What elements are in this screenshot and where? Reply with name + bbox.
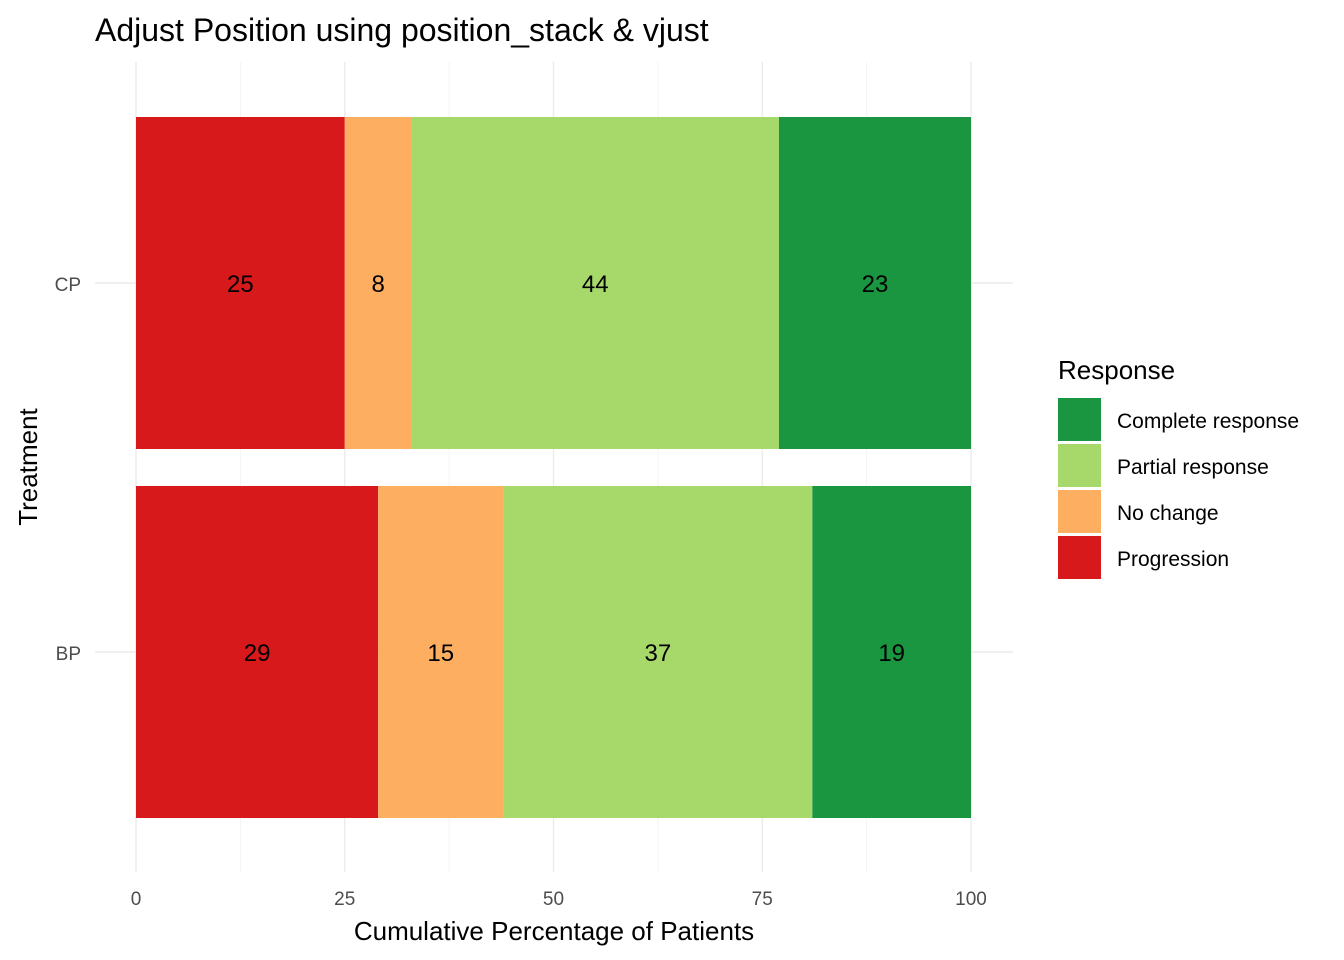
y-axis-title: Treatment (13, 407, 43, 525)
y-tick-label: CP (55, 275, 81, 296)
y-tick-label: BP (56, 644, 81, 665)
data-label: 15 (427, 640, 454, 667)
bar-segment-cp-no-change (344, 117, 412, 449)
data-label: 23 (862, 271, 889, 298)
bar-segment-bp-complete-response (812, 486, 971, 818)
data-label: 29 (244, 640, 271, 667)
x-tick-label: 0 (131, 889, 142, 910)
bar-segment-bp-no-change (378, 486, 504, 818)
legend-swatch (1058, 398, 1101, 441)
x-tick-label: 100 (955, 889, 987, 910)
legend-label: Partial response (1117, 456, 1269, 479)
bar-segment-cp-progression (136, 117, 345, 449)
bar-segment-bp-progression (136, 486, 379, 818)
bar-segment-cp-complete-response (778, 117, 971, 449)
legend-label: No change (1117, 502, 1219, 525)
chart-title: Adjust Position using position_stack & v… (95, 12, 709, 48)
data-label: 8 (371, 271, 384, 298)
legend: Response Complete response Partial respon… (1058, 355, 1299, 579)
x-tick-label: 25 (334, 889, 355, 910)
data-labels: 25 8 44 23 29 15 37 19 (227, 271, 905, 667)
data-label: 19 (878, 640, 905, 667)
x-axis-title: Cumulative Percentage of Patients (354, 916, 754, 946)
bar-segment-bp-partial-response (503, 486, 813, 818)
y-axis-ticks: CP BP (55, 275, 81, 665)
x-tick-label: 75 (752, 889, 773, 910)
data-label: 37 (645, 640, 672, 667)
legend-label: Complete response (1117, 410, 1299, 433)
data-label: 44 (582, 271, 609, 298)
legend-title: Response (1058, 355, 1175, 385)
legend-swatch (1058, 536, 1101, 579)
bar-segment-cp-partial-response (411, 117, 779, 449)
legend-swatch (1058, 444, 1101, 487)
bars (136, 117, 971, 818)
x-tick-label: 50 (543, 889, 564, 910)
legend-label: Progression (1117, 548, 1229, 571)
x-axis-ticks: 0 25 50 75 100 (131, 889, 987, 910)
legend-swatch (1058, 490, 1101, 533)
data-label: 25 (227, 271, 254, 298)
legend-items: Complete response Partial response No chan… (1058, 398, 1299, 579)
